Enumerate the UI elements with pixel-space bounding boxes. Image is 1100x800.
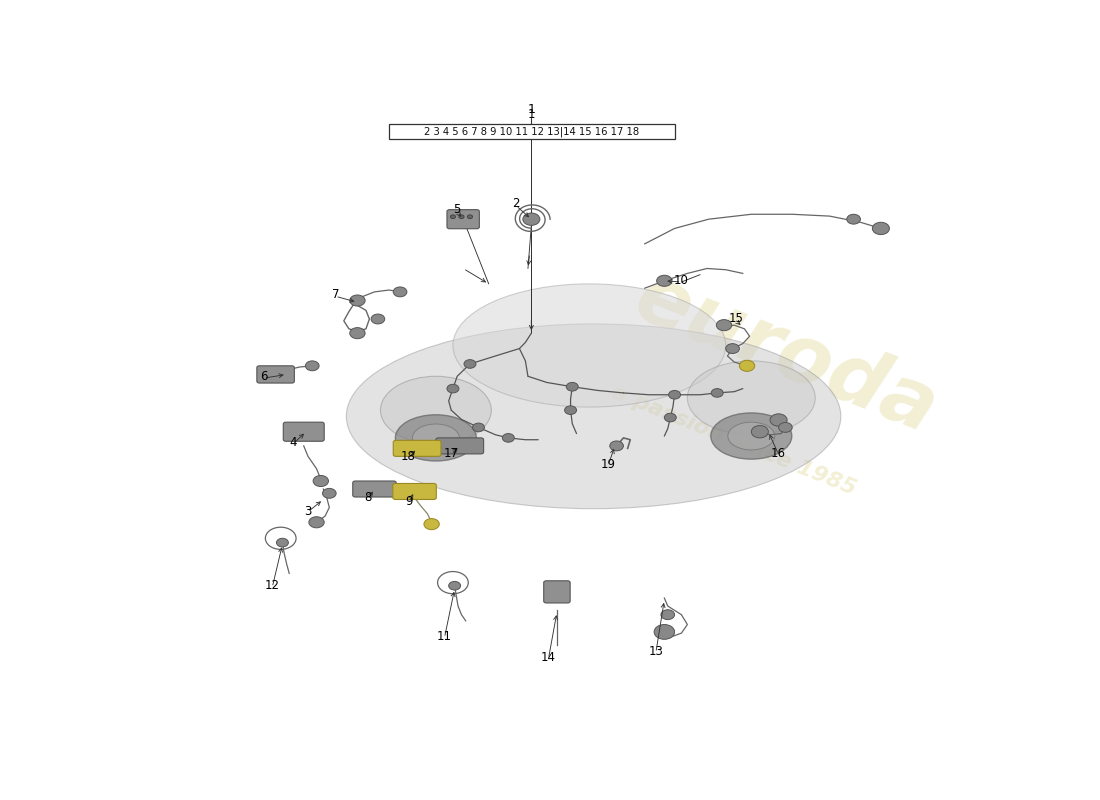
Circle shape [424, 518, 439, 530]
FancyBboxPatch shape [394, 440, 441, 456]
Circle shape [779, 422, 792, 432]
Ellipse shape [453, 284, 726, 407]
Circle shape [657, 275, 672, 286]
FancyBboxPatch shape [543, 581, 570, 603]
FancyBboxPatch shape [257, 366, 295, 383]
Circle shape [314, 475, 329, 486]
Circle shape [276, 538, 288, 547]
Text: 2: 2 [513, 198, 520, 210]
Text: 16: 16 [771, 446, 786, 460]
Text: euroda: euroda [623, 259, 948, 450]
Circle shape [394, 287, 407, 297]
Text: a passion since 1985: a passion since 1985 [609, 382, 859, 499]
FancyBboxPatch shape [389, 124, 674, 139]
Text: 13: 13 [648, 645, 663, 658]
Circle shape [468, 215, 473, 218]
Circle shape [473, 423, 484, 432]
Circle shape [751, 426, 768, 438]
Circle shape [450, 215, 455, 218]
Circle shape [726, 344, 739, 354]
Text: 4: 4 [289, 436, 296, 449]
Circle shape [449, 582, 461, 590]
Ellipse shape [711, 413, 792, 459]
Circle shape [503, 434, 515, 442]
Circle shape [664, 414, 676, 422]
Circle shape [661, 610, 674, 619]
Circle shape [350, 295, 365, 306]
Text: 12: 12 [265, 579, 279, 592]
Text: 3: 3 [305, 506, 311, 518]
FancyBboxPatch shape [447, 210, 480, 229]
Circle shape [522, 213, 540, 226]
Text: 17: 17 [443, 446, 459, 460]
Circle shape [564, 406, 576, 414]
Circle shape [459, 215, 464, 218]
Text: 1: 1 [527, 103, 536, 116]
FancyBboxPatch shape [353, 481, 396, 497]
Circle shape [464, 360, 476, 368]
Text: 2 3 4 5 6 7 8 9 10 11 12 13|14 15 16 17 18: 2 3 4 5 6 7 8 9 10 11 12 13|14 15 16 17 … [425, 126, 639, 137]
Text: 8: 8 [364, 491, 372, 504]
Circle shape [322, 488, 337, 498]
Text: 14: 14 [541, 651, 556, 664]
FancyBboxPatch shape [393, 483, 437, 499]
Text: 18: 18 [402, 450, 416, 463]
Circle shape [566, 382, 579, 391]
Ellipse shape [688, 361, 815, 434]
Text: 9: 9 [405, 495, 412, 508]
Circle shape [712, 389, 723, 398]
Text: 11: 11 [437, 630, 452, 643]
Circle shape [447, 384, 459, 393]
Ellipse shape [395, 414, 476, 461]
Ellipse shape [412, 424, 460, 452]
Circle shape [770, 414, 788, 426]
Text: 19: 19 [601, 458, 616, 471]
Circle shape [371, 314, 385, 324]
Circle shape [609, 441, 624, 451]
Ellipse shape [728, 422, 774, 450]
Text: 6: 6 [260, 370, 267, 382]
Circle shape [872, 222, 890, 234]
Circle shape [739, 360, 755, 371]
Text: 7: 7 [331, 288, 339, 301]
Ellipse shape [381, 376, 492, 444]
FancyBboxPatch shape [436, 438, 484, 454]
Circle shape [309, 517, 324, 528]
Ellipse shape [346, 324, 840, 509]
Circle shape [306, 361, 319, 370]
Text: 15: 15 [728, 313, 744, 326]
Circle shape [847, 214, 860, 224]
Circle shape [350, 328, 365, 338]
FancyBboxPatch shape [284, 422, 324, 442]
Text: 10: 10 [674, 274, 689, 287]
Circle shape [654, 625, 674, 639]
Circle shape [716, 320, 732, 330]
Text: 5: 5 [453, 203, 461, 217]
Text: 1: 1 [528, 108, 535, 121]
Circle shape [669, 390, 681, 399]
